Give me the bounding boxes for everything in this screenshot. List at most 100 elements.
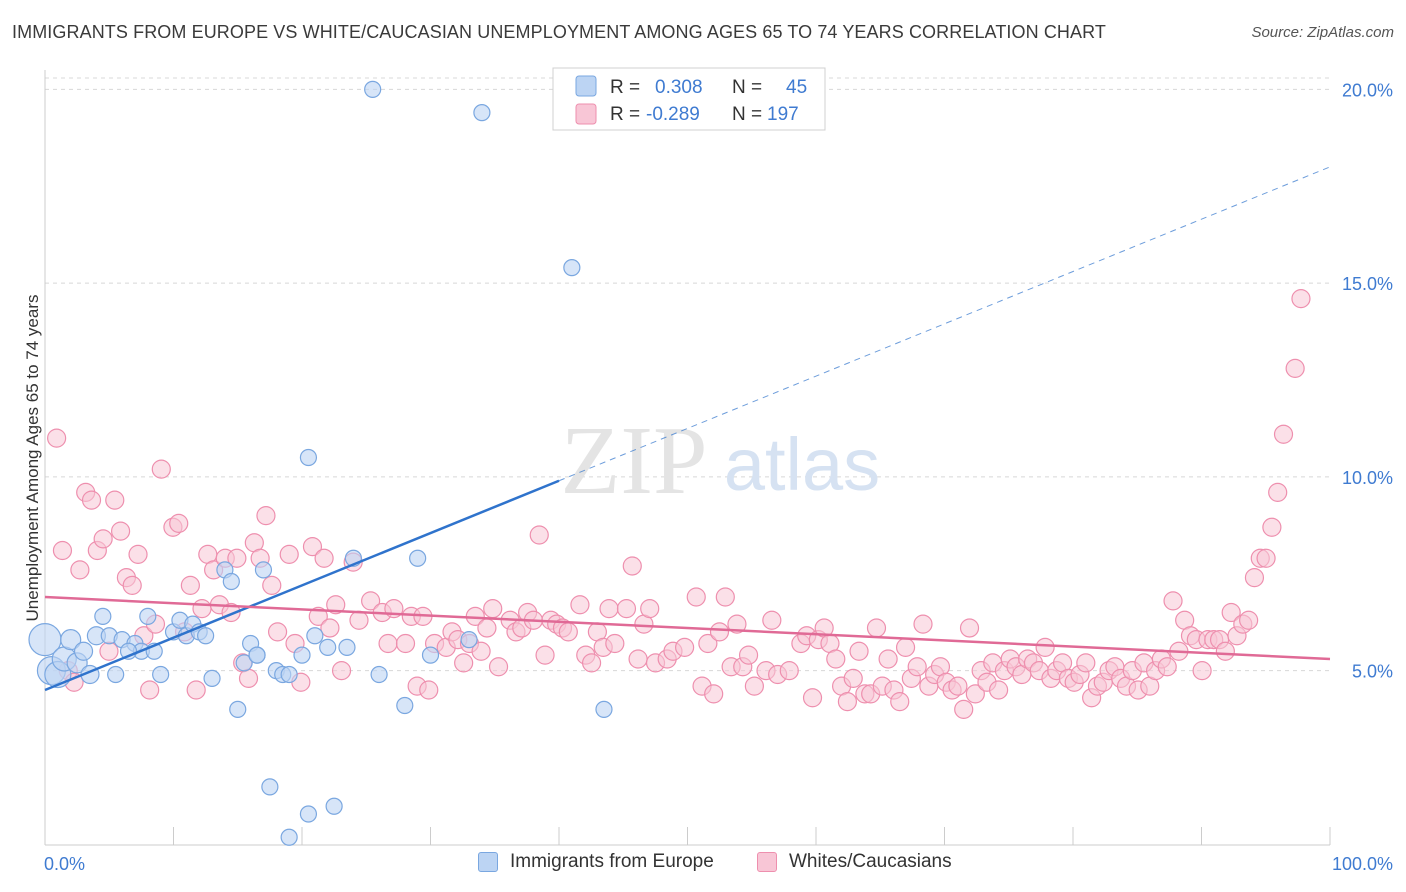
data-point-whites [308,606,328,626]
data-point-europe [107,665,125,684]
data-point-whites [622,556,642,576]
data-point-whites [704,684,724,704]
data-point-whites [267,622,288,642]
x-tick-labels: 0.0% 100.0% [44,854,1393,874]
data-point-whites [279,544,299,564]
trend-line-whites [44,595,1331,661]
data-point-whites [105,490,125,510]
data-point-europe [229,700,247,718]
legend-swatch-europe [478,852,498,872]
data-point-europe [280,665,298,684]
data-point-whites [1192,661,1212,681]
data-point-whites [326,595,346,615]
data-point-europe [139,607,157,625]
data-point-whites [1035,637,1055,657]
legend-item-europe: Immigrants from Europe [478,851,714,873]
legend-n-label: N = [732,77,762,98]
data-point-whites [599,599,619,619]
data-point-whites [570,595,590,615]
data-point-whites [483,599,503,619]
data-point-whites [395,633,416,654]
data-point-whites [1163,591,1183,611]
data-point-whites [151,459,171,479]
data-point-whites [1285,358,1305,378]
data-point-whites [965,684,985,704]
data-point-europe [261,778,279,796]
data-point-whites [256,506,276,526]
data-point-whites [186,680,206,700]
legend-swatch-whites [575,103,597,125]
data-point-whites [762,610,782,630]
data-point-whites [843,668,863,688]
data-point-europe [73,641,94,661]
y-tick-label: 5.0% [1352,662,1393,682]
data-point-whites [238,668,259,688]
data-point-europe [197,627,215,645]
data-point-whites [70,560,90,580]
data-point-whites [1221,602,1241,623]
data-point-europe [280,828,298,846]
legend-swatch-europe [575,75,597,97]
data-point-europe [319,638,337,656]
data-point-whites [779,661,799,681]
data-point-whites [558,622,578,642]
data-point-whites [698,633,718,654]
data-point-whites [1157,657,1177,677]
data-point-whites [913,614,933,634]
data-point-whites [47,428,67,448]
data-point-whites [581,653,602,673]
data-point-whites [349,610,369,630]
data-point-whites [675,637,695,657]
data-point-whites [454,653,474,673]
source-label: Source: ZipAtlas.com [1251,24,1394,41]
data-point-whites [81,490,102,510]
data-point-whites [1262,517,1282,537]
data-point-whites [378,633,398,654]
data-point-whites [715,587,735,607]
data-point-whites [1291,289,1311,309]
data-point-whites [605,633,625,654]
data-point-whites [320,618,340,638]
data-point-whites [99,641,119,661]
data-point-whites [488,657,509,677]
series-europe-points [28,80,613,846]
data-point-europe [563,259,581,277]
data-point-whites [262,575,282,595]
data-point-whites [1244,568,1265,588]
data-point-whites [878,649,898,669]
legend-label-whites: Whites/Caucasians [789,851,952,872]
data-point-europe [222,572,240,591]
data-point-whites [419,680,439,700]
trend-line-europe [44,479,560,692]
y-tick-label: 20.0% [1342,80,1393,100]
data-point-whites [988,680,1009,700]
data-point-europe [293,646,311,664]
series-legend: Immigrants from Europe Whites/Caucasians [0,851,1406,879]
data-point-whites [1256,548,1276,568]
watermark: ZIP atlas [561,407,881,515]
data-point-whites [110,521,131,541]
data-point-europe [152,665,170,684]
data-point-whites [227,548,247,568]
data-point-europe [254,561,273,579]
data-point-whites [727,614,747,634]
y-tick-label: 10.0% [1342,468,1393,488]
data-point-europe [306,627,324,645]
data-point-whites [302,537,323,557]
data-point-whites [1273,424,1294,444]
stats-legend: R = 0.308 N = 45 R = -0.289 N = 197 [552,67,826,131]
data-point-whites [907,657,927,677]
data-point-whites [361,591,381,611]
data-point-whites [959,618,980,638]
legend-n-label: N = [732,104,762,125]
data-point-europe [248,646,266,664]
data-point-europe [460,631,478,649]
legend-r-label: R = [610,77,640,98]
data-point-europe [364,80,382,98]
y-axis-label: Unemployment Among Ages 65 to 74 years [23,295,42,622]
data-point-whites [826,649,846,669]
data-point-whites [640,599,660,619]
data-point-whites [948,676,968,696]
axes [44,70,1331,846]
data-point-europe [370,665,388,684]
